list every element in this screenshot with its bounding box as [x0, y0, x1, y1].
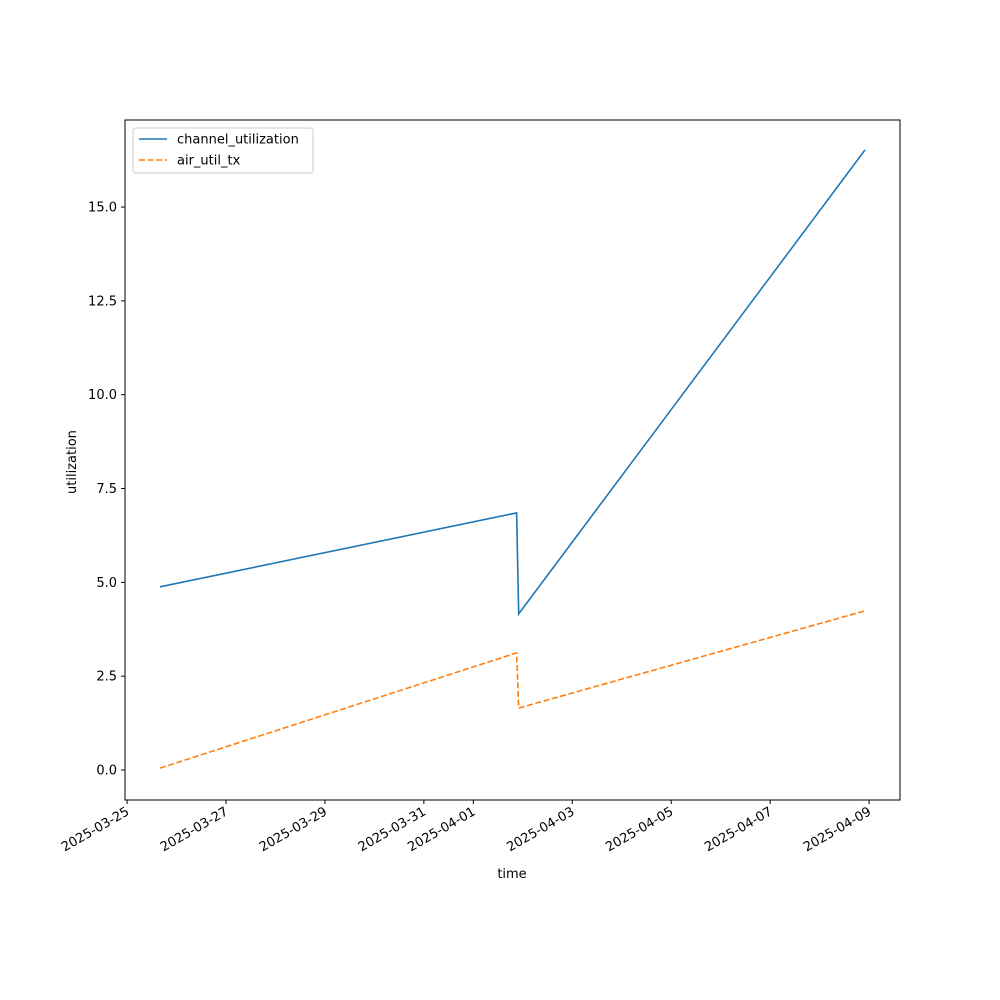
- x-tick-label: 2025-04-09: [801, 804, 874, 855]
- x-tick-label: 2025-04-03: [504, 804, 577, 855]
- y-tick-label: 2.5: [96, 670, 117, 685]
- x-tick-label: 2025-04-07: [702, 804, 775, 855]
- x-tick-label: 2025-03-25: [59, 804, 132, 855]
- legend-label: air_util_tx: [177, 154, 241, 169]
- y-tick-label: 12.5: [88, 294, 117, 309]
- x-tick-label: 2025-04-05: [603, 804, 676, 855]
- data-line: [159, 149, 866, 617]
- data-line: [159, 610, 866, 769]
- y-axis-label: utilization: [65, 430, 80, 494]
- legend-label: channel_utilization: [177, 133, 299, 148]
- y-tick-label: 0.0: [96, 763, 117, 778]
- y-tick-label: 15.0: [88, 201, 117, 216]
- x-tick-label: 2025-03-27: [158, 804, 231, 855]
- x-axis-label: time: [497, 867, 526, 882]
- legend-box: [132, 127, 314, 174]
- y-tick-label: 5.0: [96, 576, 117, 591]
- y-tick-label: 10.0: [88, 388, 117, 403]
- x-tick-label: 2025-03-29: [257, 804, 330, 855]
- plot-frame: [124, 119, 901, 801]
- y-tick-label: 7.5: [96, 482, 117, 497]
